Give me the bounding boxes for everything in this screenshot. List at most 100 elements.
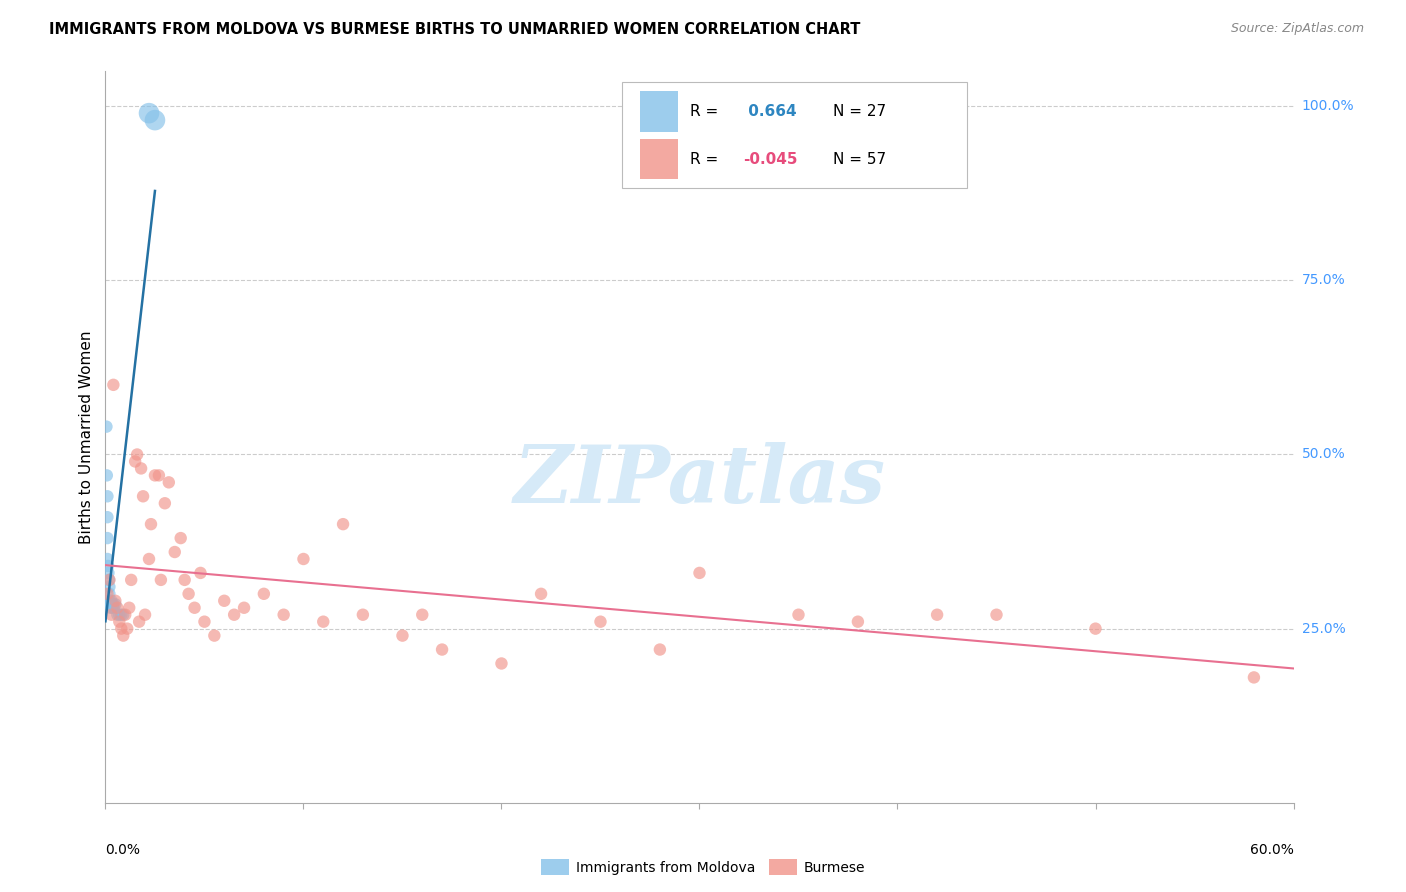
Point bbox=[100, 600, 122, 615]
Point bbox=[98, 573, 121, 587]
Text: R =: R = bbox=[690, 104, 723, 120]
Point bbox=[108, 607, 131, 622]
Point bbox=[253, 587, 276, 601]
Text: 0.0%: 0.0% bbox=[105, 843, 141, 857]
Point bbox=[104, 594, 127, 608]
Point bbox=[530, 587, 553, 601]
Point bbox=[143, 468, 166, 483]
Point bbox=[138, 106, 160, 120]
Point bbox=[110, 607, 132, 622]
Point bbox=[104, 597, 127, 611]
Point bbox=[97, 558, 120, 573]
Point bbox=[98, 587, 121, 601]
Point bbox=[112, 629, 135, 643]
Point bbox=[149, 573, 172, 587]
Text: R =: R = bbox=[690, 152, 723, 167]
Point bbox=[98, 594, 121, 608]
Point bbox=[233, 600, 256, 615]
Point bbox=[332, 517, 354, 532]
Legend: Immigrants from Moldova, Burmese: Immigrants from Moldova, Burmese bbox=[536, 854, 870, 880]
Point bbox=[202, 629, 225, 643]
Point bbox=[108, 615, 131, 629]
Point bbox=[986, 607, 1008, 622]
Point bbox=[103, 377, 125, 392]
Point bbox=[491, 657, 513, 671]
Text: ZIPatlas: ZIPatlas bbox=[513, 442, 886, 520]
FancyBboxPatch shape bbox=[623, 82, 967, 188]
Point bbox=[170, 531, 193, 545]
Point bbox=[1084, 622, 1107, 636]
Point bbox=[96, 531, 118, 545]
Point bbox=[105, 607, 128, 622]
FancyBboxPatch shape bbox=[640, 92, 678, 132]
Point bbox=[177, 587, 200, 601]
Point bbox=[114, 607, 136, 622]
Point bbox=[224, 607, 246, 622]
Point bbox=[163, 545, 186, 559]
Text: 75.0%: 75.0% bbox=[1302, 273, 1346, 287]
Point bbox=[96, 419, 118, 434]
Point bbox=[97, 566, 120, 580]
Point bbox=[127, 448, 149, 462]
Point bbox=[96, 468, 118, 483]
Point bbox=[124, 454, 146, 468]
Text: -0.045: -0.045 bbox=[744, 152, 799, 167]
Point bbox=[190, 566, 212, 580]
Point bbox=[129, 461, 152, 475]
Point bbox=[273, 607, 295, 622]
Point bbox=[391, 629, 413, 643]
Text: 25.0%: 25.0% bbox=[1302, 622, 1346, 636]
Point bbox=[411, 607, 433, 622]
Point bbox=[120, 573, 142, 587]
Point bbox=[132, 489, 155, 503]
Point bbox=[352, 607, 374, 622]
Point bbox=[925, 607, 948, 622]
Point bbox=[100, 594, 122, 608]
Point bbox=[153, 496, 176, 510]
Point bbox=[96, 489, 118, 503]
Point bbox=[134, 607, 156, 622]
Text: Source: ZipAtlas.com: Source: ZipAtlas.com bbox=[1230, 22, 1364, 36]
Text: 60.0%: 60.0% bbox=[1250, 843, 1294, 857]
Point bbox=[98, 573, 121, 587]
Point bbox=[96, 510, 118, 524]
Point bbox=[98, 597, 121, 611]
Point bbox=[846, 615, 869, 629]
Point bbox=[100, 607, 122, 622]
Point bbox=[139, 517, 162, 532]
Point bbox=[1243, 670, 1265, 684]
Point bbox=[98, 580, 121, 594]
Text: 50.0%: 50.0% bbox=[1302, 448, 1346, 461]
Point bbox=[105, 600, 128, 615]
Text: N = 57: N = 57 bbox=[832, 152, 886, 167]
Point bbox=[115, 622, 138, 636]
Point bbox=[143, 113, 166, 128]
Point bbox=[214, 594, 236, 608]
Point bbox=[101, 600, 124, 615]
Point bbox=[96, 552, 118, 566]
Text: IMMIGRANTS FROM MOLDOVA VS BURMESE BIRTHS TO UNMARRIED WOMEN CORRELATION CHART: IMMIGRANTS FROM MOLDOVA VS BURMESE BIRTH… bbox=[49, 22, 860, 37]
Point bbox=[112, 607, 135, 622]
Point bbox=[689, 566, 711, 580]
Point bbox=[100, 597, 122, 611]
Y-axis label: Births to Unmarried Women: Births to Unmarried Women bbox=[79, 330, 94, 544]
Point bbox=[157, 475, 180, 490]
Point bbox=[292, 552, 315, 566]
Point bbox=[589, 615, 612, 629]
Point bbox=[312, 615, 335, 629]
Point bbox=[138, 552, 160, 566]
Point bbox=[787, 607, 810, 622]
Text: 0.664: 0.664 bbox=[744, 104, 797, 120]
Point bbox=[96, 587, 118, 601]
Text: 100.0%: 100.0% bbox=[1302, 99, 1354, 113]
Point bbox=[183, 600, 205, 615]
Point bbox=[103, 597, 125, 611]
Point bbox=[110, 622, 132, 636]
Point bbox=[118, 600, 141, 615]
Point bbox=[193, 615, 215, 629]
Text: N = 27: N = 27 bbox=[832, 104, 886, 120]
Point bbox=[128, 615, 150, 629]
Point bbox=[101, 597, 124, 611]
Point bbox=[148, 468, 170, 483]
Point bbox=[430, 642, 453, 657]
